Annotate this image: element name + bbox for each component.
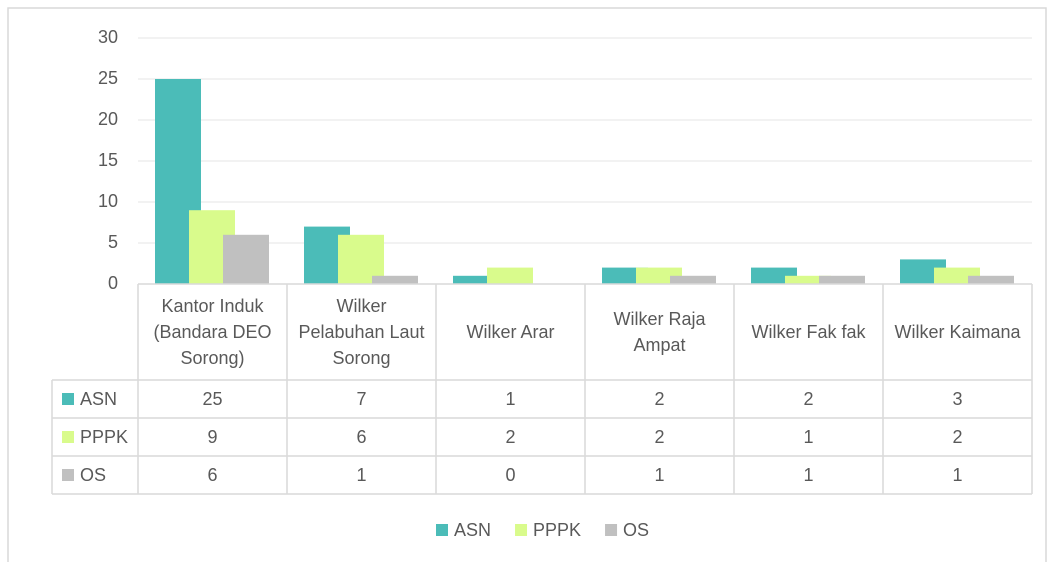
y-tick-label: 5: [108, 232, 118, 252]
legend-label: PPPK: [533, 520, 581, 540]
table-cell: 2: [803, 389, 813, 409]
table-legend-swatch: [62, 431, 74, 443]
table-cell: 1: [356, 465, 366, 485]
bar: [819, 275, 865, 284]
y-tick-label: 20: [98, 109, 118, 129]
y-tick-label: 30: [98, 27, 118, 47]
table-cell: 2: [505, 427, 515, 447]
table-row-label: OS: [80, 465, 106, 485]
table-cell: 0: [505, 465, 515, 485]
bar: [223, 234, 269, 284]
table-cell: 1: [803, 465, 813, 485]
table-cell: 1: [505, 389, 515, 409]
table-legend-swatch: [62, 393, 74, 405]
bar: [487, 267, 533, 284]
x-tick-label: Kantor Induk (Bandara DEO Sorong): [153, 296, 272, 368]
x-tick-label: Wilker Arar: [466, 322, 555, 342]
table-cell: 6: [356, 427, 366, 447]
y-tick-label: 0: [108, 273, 118, 293]
y-tick-label: 25: [98, 68, 118, 88]
x-tick-label: Wilker Pelabuhan Laut Sorong: [298, 296, 425, 368]
table-cell: 1: [803, 427, 813, 447]
bar: [670, 275, 716, 284]
table-cell: 1: [654, 465, 664, 485]
table-legend-swatch: [62, 469, 74, 481]
y-tick-label: 15: [98, 150, 118, 170]
x-tick-label: Wilker Kaimana: [894, 322, 1021, 342]
legend-label: OS: [623, 520, 649, 540]
table-cell: 25: [202, 389, 222, 409]
table-cell: 9: [207, 427, 217, 447]
table-row-label: ASN: [80, 389, 117, 409]
table-cell: 3: [952, 389, 962, 409]
y-tick-label: 10: [98, 191, 118, 211]
frame: [7, 7, 1047, 562]
bar: [968, 275, 1014, 284]
table-cell: 6: [207, 465, 217, 485]
table-cell: 1: [952, 465, 962, 485]
table-cell: 7: [356, 389, 366, 409]
table-cell: 2: [952, 427, 962, 447]
legend-swatch: [515, 524, 528, 536]
table-cell: 2: [654, 389, 664, 409]
table-cell: 2: [654, 427, 664, 447]
legend-swatch: [436, 524, 448, 536]
bar: [785, 275, 831, 284]
legend-swatch: [605, 524, 618, 536]
x-tick-label: Wilker Raja Ampat: [613, 309, 706, 355]
x-tick-label: Wilker Fak fak: [751, 322, 866, 342]
table-row-label: PPPK: [80, 427, 128, 447]
bar: [372, 275, 418, 284]
legend-label: ASN: [454, 520, 491, 540]
bar: [453, 275, 499, 284]
